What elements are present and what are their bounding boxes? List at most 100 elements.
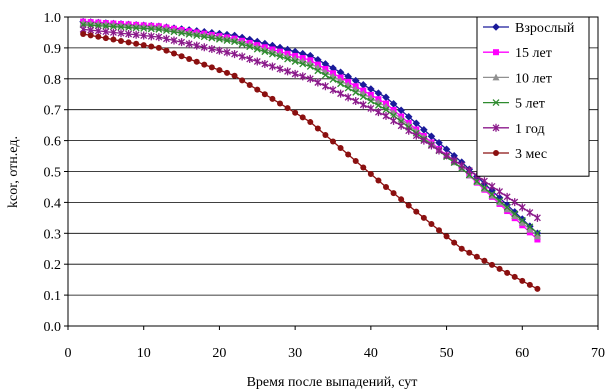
data-point [503,201,511,209]
data-point [473,253,480,260]
data-point [208,44,216,53]
legend-item: 10 лет [483,71,552,86]
data-point [518,218,526,226]
data-point [383,183,389,190]
data-point [223,48,231,57]
data-point [246,81,253,88]
data-point [162,27,170,35]
data-point [147,32,155,41]
data-point [412,119,421,128]
data-point [374,89,383,97]
data-point [435,146,443,155]
data-point [367,170,374,177]
data-point [389,100,398,108]
data-point [94,26,102,35]
series-5 [79,25,541,222]
data-point [533,229,541,237]
data-point [511,198,519,207]
data-point [109,28,117,37]
data-point [489,261,495,268]
data-point [87,32,94,39]
data-point [465,166,473,175]
data-point [519,277,526,284]
data-point [299,72,307,81]
data-point [125,29,133,38]
data-point [496,198,504,206]
legend-item: 1 год [483,122,545,137]
data-point [321,82,329,91]
y-tick-label: 0.4 [44,196,62,211]
data-point [306,51,315,60]
data-point [239,77,246,84]
data-point [216,67,223,74]
data-point [329,85,337,94]
x-axis-title: Время после выпадений, сут [247,375,418,390]
data-point [351,76,360,85]
data-point [208,34,216,42]
legend-marker [492,23,500,31]
data-point [436,227,442,234]
data-point [374,101,382,109]
data-point [163,47,170,54]
data-point [291,58,299,65]
data-point [110,36,117,43]
data-point [102,35,109,42]
data-point [321,71,329,79]
data-point [473,177,481,185]
data-point [443,233,450,240]
y-axis-title: kcor, отн.ед. [6,136,21,208]
data-point [374,108,382,117]
data-point [231,38,239,46]
data-point [132,30,140,39]
data-point [140,31,148,40]
data-point [397,121,405,130]
legend-marker [492,73,500,81]
legend-label: Взрослый [515,21,575,36]
data-point [427,141,435,150]
data-point [162,34,170,43]
legend-label: 10 лет [515,71,552,86]
data-point [526,223,534,231]
data-point [390,112,398,120]
data-point [314,125,321,132]
legend: Взрослый 15 лет 10 лет 5 лет 1 год 3 мес [476,16,590,177]
data-point [245,35,254,44]
data-point [375,177,382,184]
legend-marker [493,49,499,56]
data-point [298,49,307,58]
y-tick-label: 0.5 [44,166,62,181]
x-tick-label: 50 [440,346,454,361]
legend-label: 3 мес [515,147,547,162]
axes [64,16,599,330]
data-point [117,29,125,38]
legend-item: 15 лет [483,46,552,61]
data-point [224,69,230,76]
legend-marker [493,150,499,156]
data-point [367,104,375,113]
data-point [118,37,124,44]
data-point [526,225,534,233]
data-point [352,97,360,106]
data-point [231,72,238,79]
legend-marker [492,123,500,132]
y-tick-label: 0.9 [44,42,62,57]
x-tick-label: 70 [591,346,605,361]
data-point [398,196,405,203]
data-point [155,33,163,42]
data-point [230,31,239,40]
data-point [428,221,435,228]
data-point [352,157,359,164]
y-tick-label: 0.7 [44,104,62,119]
data-point [390,190,397,197]
data-point [390,116,398,125]
data-point [246,43,254,51]
data-point [526,208,534,217]
data-point [480,177,488,186]
data-point [193,58,200,65]
data-point [215,35,223,43]
data-point [496,187,504,196]
data-point [458,161,466,170]
data-point [125,39,132,46]
data-point [261,91,268,98]
data-point [518,216,526,224]
